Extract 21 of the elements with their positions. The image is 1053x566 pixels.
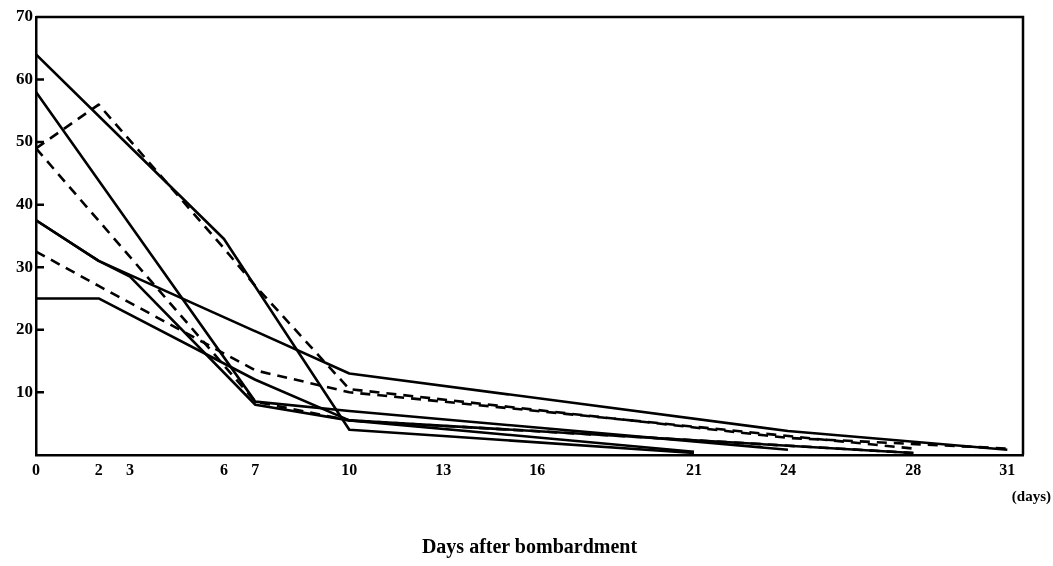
x-tick-label: 28	[905, 460, 922, 478]
x-tick-label: 13	[435, 460, 452, 478]
x-tick-label: 21	[686, 460, 702, 478]
x-axis-title: Days after bombardment	[421, 535, 638, 559]
x-tick-label: 6	[220, 460, 228, 478]
y-tick-label: 10	[16, 381, 33, 401]
y-tick-label: 30	[16, 256, 33, 276]
x-tick-label: 16	[529, 460, 546, 478]
x-tick-label: 10	[341, 460, 358, 478]
x-tick-label: 31	[999, 460, 1016, 478]
x-tick-label: 0	[32, 460, 40, 478]
x-tick-label: 3	[126, 460, 134, 478]
y-tick-label: 70	[16, 6, 33, 26]
x-tick-label: 24	[780, 460, 796, 478]
y-tick-label: 50	[16, 131, 33, 151]
x-tick-label: 7	[251, 460, 260, 478]
y-tick-label: 40	[16, 194, 33, 214]
y-tick-label: 60	[16, 68, 33, 88]
x-tick-label: 2	[94, 460, 103, 478]
y-tick-label: 20	[16, 319, 33, 339]
text: (days)	[1011, 487, 1051, 505]
